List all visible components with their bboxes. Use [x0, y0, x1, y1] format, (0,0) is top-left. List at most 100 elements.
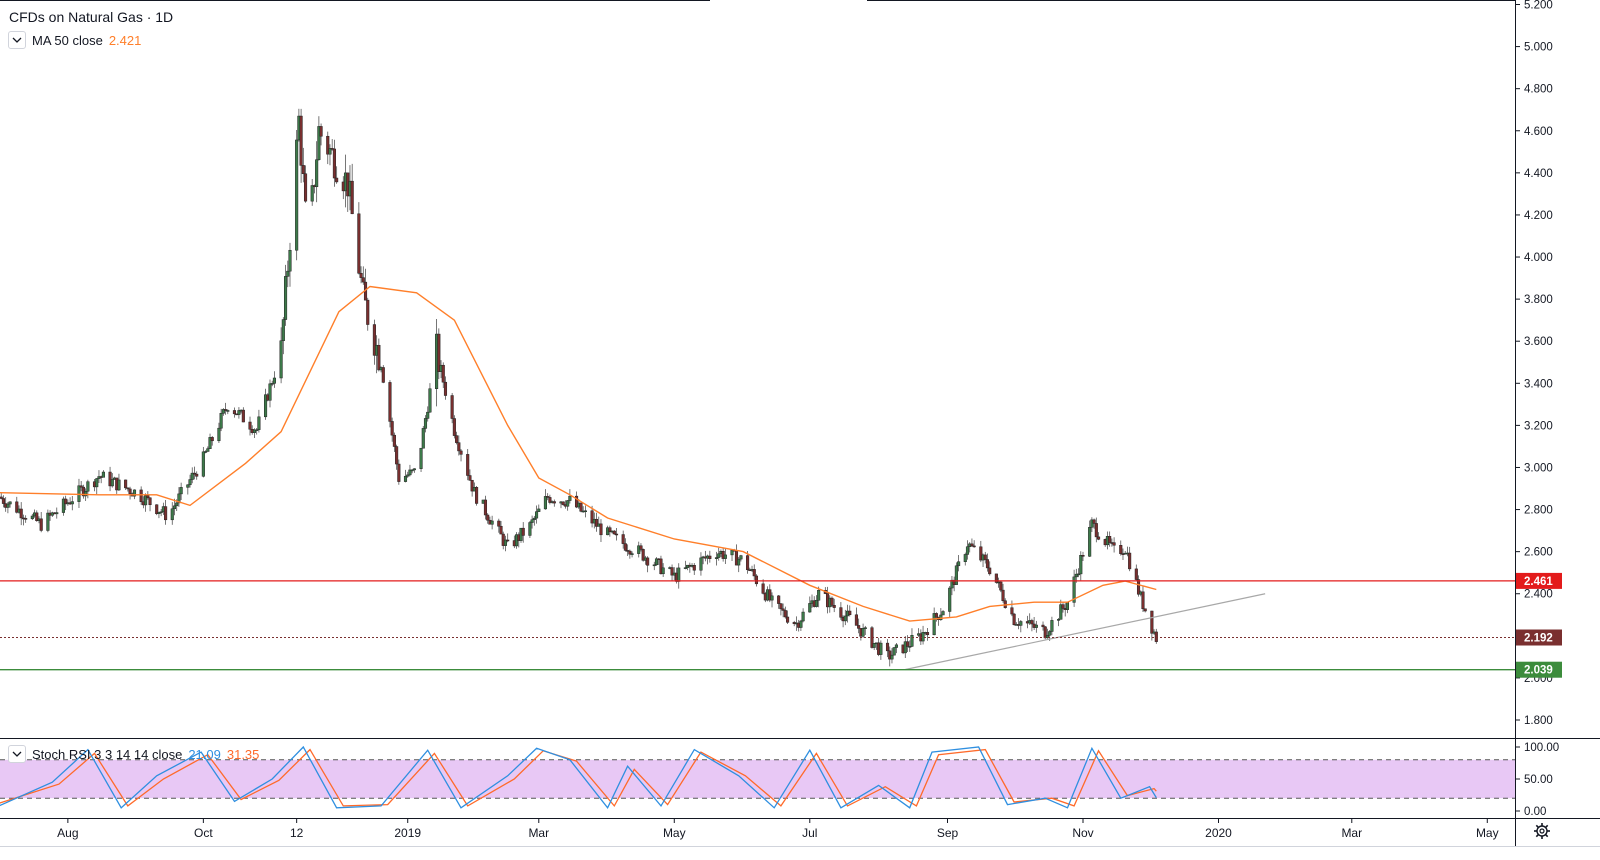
candle [475, 485, 479, 506]
candle-body [64, 498, 68, 505]
candle-body [608, 527, 612, 533]
candle-body [299, 115, 303, 166]
candle [768, 584, 772, 603]
candle [608, 525, 612, 537]
candle [830, 596, 834, 607]
candle [999, 581, 1003, 593]
candle-body [1108, 536, 1112, 543]
candle-body [204, 451, 208, 453]
candle-body [661, 567, 665, 575]
candle [543, 489, 547, 510]
candle [1081, 551, 1085, 562]
candle-body [381, 367, 385, 383]
time-tick-label: 2019 [394, 826, 421, 840]
candle-body [630, 553, 634, 555]
chevron-down-icon[interactable] [8, 745, 26, 763]
candle-body [939, 614, 943, 620]
candle [872, 643, 876, 651]
candle-body [283, 276, 288, 320]
candle [599, 519, 603, 543]
candle-body [546, 496, 550, 498]
candle-body [359, 273, 363, 278]
candle-body [317, 126, 321, 160]
candle [64, 495, 68, 511]
candle-body [652, 564, 656, 567]
price-tick-label: 5.000 [1524, 42, 1553, 54]
candle-body [146, 495, 150, 499]
candle [970, 538, 974, 547]
candle-body [521, 527, 525, 536]
candle-body [175, 502, 179, 507]
candle [843, 609, 847, 626]
candle [948, 586, 952, 618]
candle-body [206, 448, 210, 452]
candle [941, 609, 945, 616]
candle-body [599, 523, 603, 536]
candle [659, 555, 663, 575]
candle-body [754, 575, 759, 585]
candle [1134, 564, 1138, 581]
candle [201, 446, 205, 478]
stoch-d-value: 31.35 [226, 746, 260, 762]
candle [19, 502, 23, 526]
candle-body [24, 518, 28, 520]
candle [890, 648, 894, 664]
candle [179, 482, 183, 500]
candle [35, 510, 39, 522]
gear-icon[interactable] [1533, 822, 1551, 840]
candle-body [530, 519, 534, 523]
candle-body [1077, 573, 1081, 576]
candle [301, 147, 305, 183]
price-tick-label: 4.200 [1524, 210, 1553, 222]
candle-body [839, 607, 843, 618]
candle [814, 595, 818, 608]
candle-body [921, 632, 925, 642]
candle-body [677, 567, 681, 582]
candle-body [201, 451, 205, 477]
candle-body [366, 299, 370, 325]
candle-body [892, 647, 896, 656]
candle-body [1136, 579, 1141, 595]
stoch-k-value: 21.09 [188, 746, 221, 762]
candle-body [783, 610, 787, 618]
candle-body [612, 530, 616, 535]
candle-body [95, 478, 99, 488]
candle [641, 548, 645, 562]
ma-legend-value: 2.421 [108, 32, 142, 48]
candle-body [403, 475, 408, 482]
candle-body [172, 505, 177, 510]
candle-body [1041, 624, 1045, 628]
candle [925, 628, 930, 641]
candle [0, 492, 3, 500]
candle-body [983, 554, 987, 560]
candle [452, 415, 456, 439]
candle-body [739, 555, 743, 560]
candle-body [255, 429, 259, 431]
candle [723, 547, 727, 564]
time-tick-label: Mar [1341, 826, 1362, 840]
candle [232, 407, 237, 418]
candle [1001, 583, 1005, 603]
candle [326, 131, 330, 165]
time-tick-label: May [1476, 826, 1499, 840]
candle [272, 371, 276, 388]
chevron-down-icon[interactable] [8, 31, 26, 49]
candle [972, 540, 976, 548]
candle [450, 392, 454, 424]
candle-body [217, 427, 221, 442]
trendline [905, 593, 1266, 671]
candle [661, 563, 665, 577]
candle [894, 643, 898, 654]
candle-body [328, 148, 332, 155]
candle-body [1141, 591, 1145, 610]
candle [1059, 599, 1063, 620]
candle [552, 499, 556, 507]
candle [395, 444, 399, 470]
candle-body [535, 511, 539, 519]
candle-body [423, 418, 428, 429]
candle [204, 450, 208, 454]
candle-body [192, 472, 197, 475]
time-tick-label: May [663, 826, 686, 840]
candle-body [108, 471, 112, 487]
